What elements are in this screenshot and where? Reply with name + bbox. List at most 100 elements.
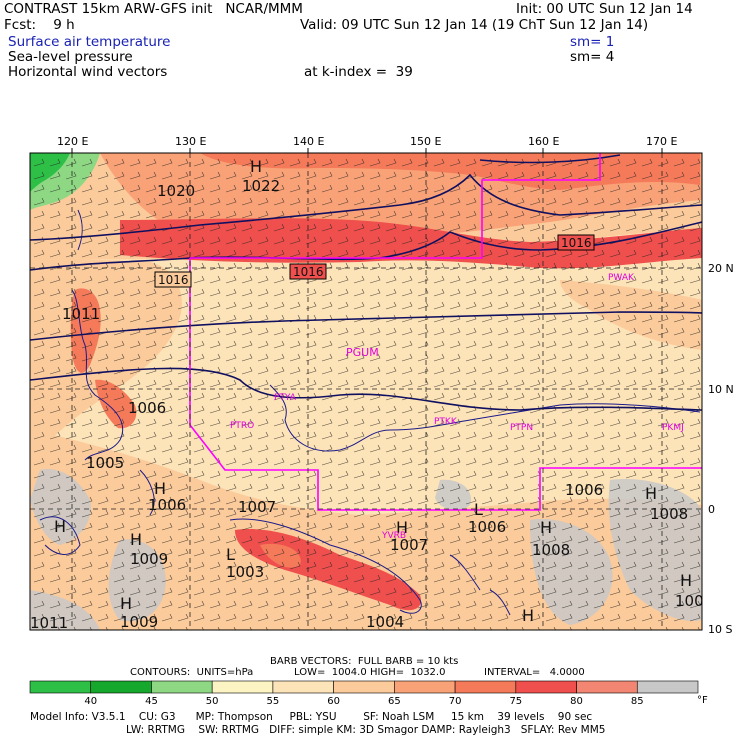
colorbar-swatch — [454, 680, 517, 694]
lon-label-120e: 120 E — [57, 135, 88, 148]
high-marker: H — [645, 484, 657, 503]
station-label-ptro: PTRO — [230, 421, 254, 431]
temperature-field: 1020 1022 1011 1006 1005 1006 1007 1009 … — [30, 153, 704, 632]
pressure-label: 1007 — [390, 536, 428, 554]
high-marker: H — [154, 479, 166, 498]
pressure-labels: 1020 1022 1011 1006 1005 1006 1007 1009 … — [30, 177, 704, 632]
pressure-label: 1007 — [238, 498, 276, 516]
pressure-label: 1005 — [86, 454, 124, 472]
boxed-pressure-label: 1016 — [561, 236, 592, 250]
colorbar-swatch — [636, 680, 699, 694]
pressure-label: 100 — [675, 592, 704, 610]
colorbar-tick-label: 70 — [448, 696, 462, 707]
station-label-yvrb: YVRB — [381, 531, 406, 541]
colorbar-swatch — [272, 680, 334, 694]
lat-lon-grid — [30, 153, 702, 630]
lon-label-160e: 160 E — [528, 135, 559, 148]
high-marker: H — [250, 157, 262, 176]
colorbar-tick-label: 50 — [205, 696, 219, 707]
colorbar-swatch — [29, 680, 92, 694]
pressure-label: 1006 — [128, 399, 166, 417]
header-line1-right: Init: 00 UTC Sun 12 Jan 14 — [516, 1, 693, 17]
pressure-label: 1011 — [62, 305, 100, 323]
colorbar-tick-label: 85 — [630, 696, 644, 707]
region-boxes — [189, 153, 702, 511]
contours-low: LOW= 1004.0 — [294, 667, 367, 678]
pressure-label: 1006 — [148, 496, 186, 514]
field-surface-temp-sm: sm= 1 — [570, 34, 615, 50]
axis-labels: 120 E 130 E 140 E 150 E 160 E 170 E 20 N… — [57, 135, 734, 636]
axis-ticks — [71, 148, 663, 153]
high-marker: H — [130, 530, 142, 549]
pressure-label: 1004 — [366, 613, 404, 631]
field-slp: Sea-level pressure — [8, 49, 133, 65]
colorbar-swatch — [333, 680, 395, 694]
station-label-ptkk: PTKK — [434, 417, 458, 427]
station-label-ptpn: PTPN — [510, 423, 533, 433]
barb-vectors-note: BARB VECTORS: FULL BARB = 10 kts — [270, 656, 459, 667]
temperature-colorbar — [29, 680, 699, 694]
boxed-pressure-label: 1016 — [293, 265, 324, 279]
high-marker: H — [54, 517, 66, 536]
colorbar-swatch — [515, 680, 577, 694]
high-marker: H — [522, 606, 534, 625]
contours-interval: INTERVAL= 4.0000 — [484, 667, 585, 678]
colorbar-unit: °F — [697, 695, 708, 706]
lon-label-140e: 140 E — [293, 135, 324, 148]
low-marker: L — [474, 500, 483, 519]
contours-units: CONTOURS: UNITS=hPa — [130, 667, 254, 678]
pressure-label: 1006 — [565, 481, 603, 499]
plot-frame — [29, 152, 703, 631]
low-marker: L — [226, 545, 235, 564]
station-label-pwak: PWAK — [608, 273, 635, 283]
pressure-label: 1009 — [130, 550, 168, 568]
pressure-centers: H H H H H H H H H H L L — [54, 157, 692, 625]
colorbar-tick-label: 60 — [327, 696, 340, 707]
model-info-line1: Model Info: V3.5.1 CU: G3 MP: Thompson P… — [30, 711, 593, 723]
lat-label-10s: 10 S — [708, 623, 732, 636]
high-marker: H — [396, 518, 408, 537]
colorbar-swatch — [90, 680, 152, 694]
contours-high: HIGH= 1032.0 — [370, 667, 446, 678]
pressure-label: 1008 — [532, 541, 570, 559]
station-label-pgum: PGUM — [346, 346, 379, 359]
field-wind: Horizontal wind vectors — [8, 64, 168, 80]
high-marker: H — [120, 594, 132, 613]
high-marker: H — [540, 518, 552, 537]
station-label-pkmj: PKMJ — [662, 423, 684, 433]
station-labels: PGUM PTRO PTYA PTKK PTPN PWAK PKMJ YVRB — [230, 273, 684, 541]
boxed-pressure-label: 1016 — [158, 273, 189, 287]
coastlines — [39, 209, 701, 616]
colorbar-tick-label: 80 — [570, 696, 583, 707]
station-label-ptya: PTYA — [274, 393, 297, 403]
colorbar-swatch — [576, 680, 638, 694]
colorbar-tick-label: 40 — [84, 696, 98, 707]
header-line2-left: Fcst: 9 h — [4, 17, 75, 33]
colorbar-swatch — [394, 680, 456, 694]
header-line2-right: Valid: 09 UTC Sun 12 Jan 14 (19 ChT Sun … — [300, 17, 649, 33]
field-surface-temp: Surface air temperature — [8, 34, 171, 50]
model-info-line2: LW: RRTMG SW: RRTMG DIFF: simple KM: 3D … — [126, 724, 606, 736]
header-line1-left: CONTRAST 15km ARW-GFS init NCAR/MMM — [4, 1, 303, 17]
lon-label-130e: 130 E — [175, 135, 206, 148]
lat-label-0: 0 — [708, 503, 715, 516]
boxed-isobar-labels: 1016 1016 1016 — [154, 234, 595, 288]
lat-label-10n: 10 N — [708, 383, 734, 396]
colorbar-swatch — [151, 680, 213, 694]
pressure-label: 1011 — [30, 614, 68, 632]
pressure-label: 1020 — [157, 182, 195, 200]
lon-label-170e: 170 E — [646, 135, 677, 148]
colorbar-tick-label: 75 — [509, 696, 523, 707]
colorbar-swatch — [211, 680, 274, 694]
lon-label-150e: 150 E — [410, 135, 441, 148]
colorbar-tick-label: 55 — [266, 696, 280, 707]
pressure-label: 1003 — [226, 563, 264, 581]
lat-label-20n: 20 N — [708, 262, 734, 275]
field-slp-sm: sm= 4 — [570, 49, 615, 65]
field-wind-level: at k-index = 39 — [304, 64, 413, 80]
pressure-label: 1009 — [120, 613, 158, 631]
pressure-label: 1006 — [468, 518, 506, 536]
pressure-label: 1022 — [242, 177, 280, 195]
colorbar-tick-label: 65 — [387, 696, 401, 707]
